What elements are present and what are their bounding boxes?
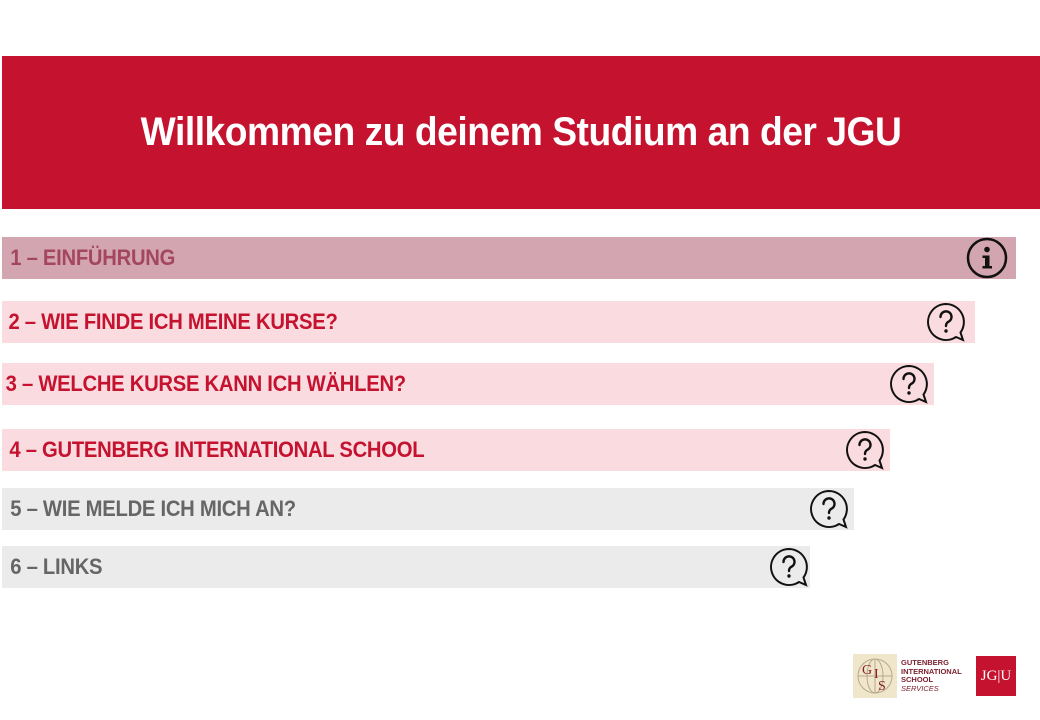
jgu-logo: JG|U — [976, 656, 1016, 696]
question-bubble-icon — [890, 364, 928, 404]
jgu-logo-text: JG|U — [980, 667, 1012, 684]
gis-wordmark: GUTENBERG INTERNATIONAL SCHOOL SERVICES — [901, 658, 962, 693]
menu-item-label: 1 – EINFÜHRUNG — [10, 245, 176, 270]
gis-globe-logo-icon: G I S — [853, 654, 897, 698]
svg-text:I: I — [874, 667, 879, 682]
menu-item-label: 2 – WIE FINDE ICH MEINE KURSE? — [8, 309, 338, 334]
menu-item-einfuehrung[interactable]: 1 – EINFÜHRUNG — [2, 237, 1016, 279]
question-bubble-icon — [810, 489, 848, 529]
svg-text:S: S — [878, 679, 886, 694]
menu-item-anmelden[interactable]: 5 – WIE MELDE ICH MICH AN? — [2, 488, 854, 530]
menu-item-links[interactable]: 6 – LINKS — [2, 546, 810, 588]
gis-logo: G I S GUTENBERG INTERNATIONAL SCHOOL SER… — [853, 654, 963, 698]
question-bubble-icon — [846, 430, 884, 470]
menu-item-gis[interactable]: 4 – GUTENBERG INTERNATIONAL SCHOOL — [2, 429, 890, 471]
question-bubble-icon — [927, 302, 965, 342]
question-bubble-icon — [770, 547, 808, 587]
menu-item-kurse-finden[interactable]: 2 – WIE FINDE ICH MEINE KURSE? — [2, 301, 975, 343]
svg-text:G: G — [862, 663, 872, 678]
menu-item-label: 4 – GUTENBERG INTERNATIONAL SCHOOL — [9, 437, 425, 462]
menu-item-label: 5 – WIE MELDE ICH MICH AN? — [10, 496, 296, 521]
title-banner: Willkommen zu deinem Studium an der JGU — [2, 56, 1040, 209]
menu-item-label: 3 – WELCHE KURSE KANN ICH WÄHLEN? — [5, 371, 406, 396]
page-title: Willkommen zu deinem Studium an der JGU — [140, 110, 902, 154]
info-icon — [966, 237, 1008, 279]
menu-item-kurse-waehlen[interactable]: 3 – WELCHE KURSE KANN ICH WÄHLEN? — [2, 363, 934, 405]
menu-item-label: 6 – LINKS — [10, 554, 103, 579]
